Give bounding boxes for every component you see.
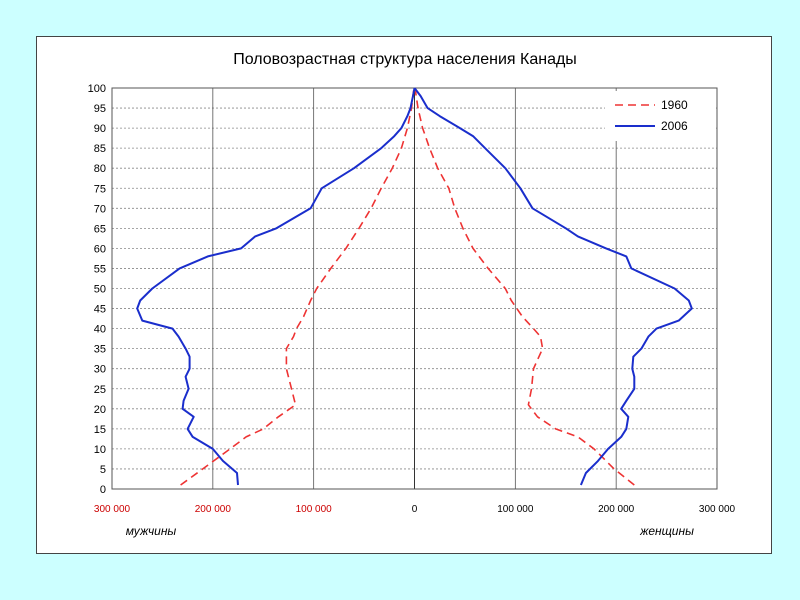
x-tick-labels: 300 000 200 000 100 000 0 100 000 200 000 300 …: [94, 504, 736, 515]
left-side-label: мужчины: [126, 524, 177, 538]
legend-label-1960: 1960: [661, 98, 688, 112]
chart-title: Половозрастная структура населения Канад…: [233, 51, 577, 68]
x-tick-label-3: 0: [412, 504, 418, 515]
y-tick-label-35: 35: [94, 344, 106, 356]
x-tick-label-4: 100 000: [497, 504, 534, 515]
y-tick-label-40: 40: [94, 324, 106, 336]
y-tick-label-0: 0: [100, 484, 106, 496]
y-tick-label-100: 100: [88, 83, 106, 95]
y-tick-label-75: 75: [94, 183, 106, 195]
y-tick-label-15: 15: [94, 424, 106, 436]
series-2006-women-line: [413, 87, 693, 486]
right-side-label: женщины: [639, 524, 694, 538]
x-tick-label-6: 300 000: [699, 504, 736, 515]
y-tick-label-90: 90: [94, 123, 106, 135]
y-tick-label-95: 95: [94, 103, 106, 115]
legend-background: [605, 91, 715, 141]
y-tick-label-45: 45: [94, 304, 106, 316]
x-tick-label-2: 100 000: [296, 504, 333, 515]
series-2006-men-line: [136, 87, 416, 486]
legend-label-2006: 2006: [661, 119, 688, 133]
y-tick-label-80: 80: [94, 163, 106, 175]
chart-panel: Половозрастная структура населения Канад…: [36, 36, 772, 554]
y-tick-label-25: 25: [94, 384, 106, 396]
x-tick-label-0: 300 000: [94, 504, 131, 515]
y-tick-label-50: 50: [94, 284, 106, 296]
y-tick-label-85: 85: [94, 143, 106, 155]
y-tick-label-20: 20: [94, 404, 106, 416]
y-tick-label-65: 65: [94, 223, 106, 235]
series-1960-men-line: [180, 87, 415, 486]
y-tick-label-70: 70: [94, 203, 106, 215]
y-tick-label-60: 60: [94, 243, 106, 255]
population-pyramid-chart: Половозрастная структура населения Канад…: [88, 51, 736, 538]
y-tick-label-5: 5: [100, 464, 106, 476]
series-1960-women-line: [414, 87, 635, 486]
y-tick-label-55: 55: [94, 263, 106, 275]
y-tick-label-10: 10: [94, 444, 106, 456]
y-tick-labels: 0 5 10 15 20 25 30 35 40 45 50 55 60 65 70 75 80 85 90 95 10…: [88, 83, 106, 496]
x-tick-label-1: 200 000: [195, 504, 232, 515]
y-tick-label-30: 30: [94, 364, 106, 376]
x-tick-label-5: 200 000: [598, 504, 635, 515]
legend: 1960 2006: [605, 91, 715, 141]
series-lines: [136, 87, 693, 486]
